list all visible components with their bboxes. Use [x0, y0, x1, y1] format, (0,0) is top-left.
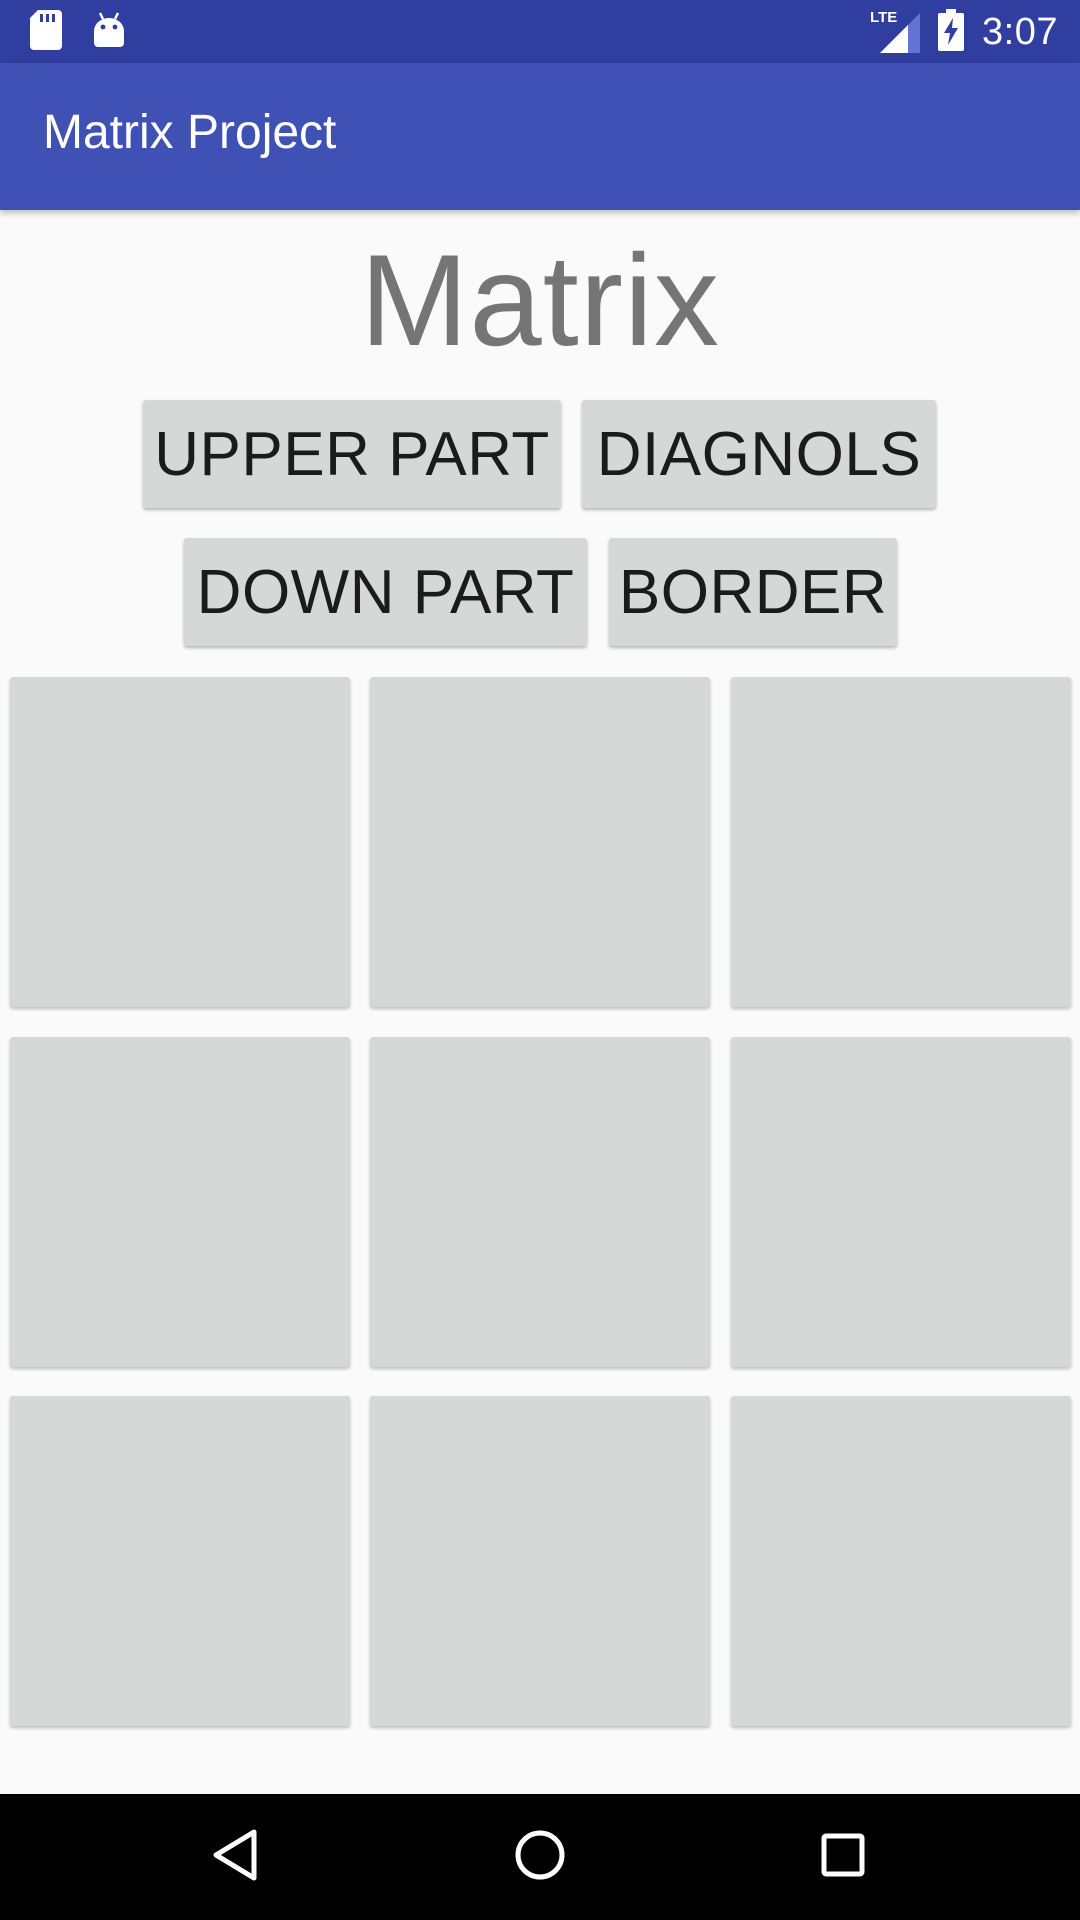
matrix-cell-2-1[interactable]: [370, 1396, 710, 1726]
recents-icon: [820, 1832, 866, 1883]
status-bar: LTE 3:07: [0, 0, 1080, 63]
battery-charging-icon: [938, 8, 965, 56]
matrix-cell-2-0[interactable]: [10, 1396, 350, 1726]
down-part-button[interactable]: DOWN PART: [184, 538, 587, 646]
navigation-bar: [0, 1794, 1080, 1920]
android-icon: [92, 11, 126, 54]
matrix-cell-2-2[interactable]: [731, 1396, 1071, 1726]
home-button[interactable]: [505, 1822, 575, 1892]
recents-button[interactable]: [808, 1822, 878, 1892]
matrix-cell-0-0[interactable]: [10, 677, 350, 1007]
lte-signal-icon: LTE: [870, 9, 921, 55]
sd-card-icon: [30, 9, 62, 55]
upper-part-button[interactable]: UPPER PART: [143, 400, 561, 508]
back-icon: [210, 1828, 260, 1887]
matrix-cell-1-2[interactable]: [731, 1037, 1071, 1367]
back-button[interactable]: [200, 1822, 270, 1892]
app-title: Matrix Project: [43, 106, 337, 159]
status-right: LTE 3:07: [870, 6, 1058, 58]
app-bar: Matrix Project: [0, 63, 1080, 210]
matrix-cell-0-2[interactable]: [731, 677, 1071, 1007]
network-type-label: LTE: [870, 9, 898, 26]
home-icon: [514, 1829, 566, 1886]
border-button[interactable]: BORDER: [609, 538, 897, 646]
status-left: [30, 9, 126, 55]
page-heading: Matrix: [360, 227, 720, 373]
diagonals-button[interactable]: DIAGNOLS: [582, 400, 936, 508]
matrix-cell-0-1[interactable]: [370, 677, 710, 1007]
status-clock: 3:07: [982, 10, 1058, 53]
matrix-cell-1-0[interactable]: [10, 1037, 350, 1367]
matrix-cell-1-1[interactable]: [370, 1037, 710, 1367]
